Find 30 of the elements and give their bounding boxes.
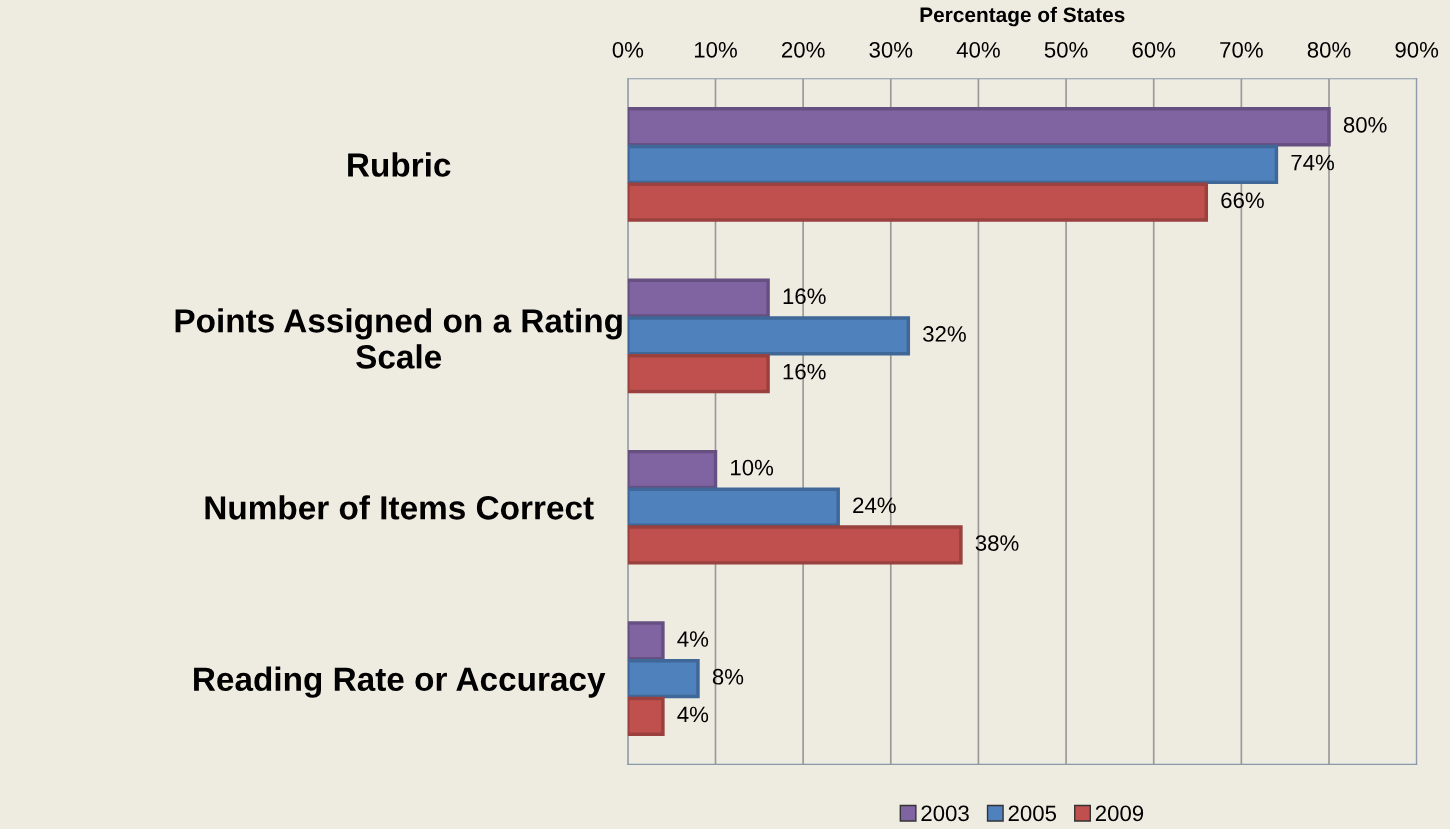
x-tick-label: 10%	[694, 41, 737, 58]
x-tick-label: 80%	[1307, 41, 1351, 58]
data-label: 8%	[712, 668, 744, 685]
x-tick-label: 0%	[612, 41, 644, 58]
y-tick-label: Reading Rate or Accuracy	[194, 666, 606, 698]
data-label: 66%	[1221, 192, 1264, 209]
data-label: 38%	[975, 535, 1019, 551]
x-tick-label: 90%	[1395, 41, 1439, 58]
data-label: 16%	[783, 363, 826, 380]
data-label: 4%	[677, 706, 709, 723]
x-tick-label: 20%	[782, 41, 825, 58]
data-label: 24%	[853, 497, 896, 514]
data-label: 74%	[1291, 154, 1334, 171]
data-label: 32%	[923, 326, 966, 342]
x-tick-label: 60%	[1132, 41, 1176, 58]
data-label: 10%	[731, 459, 774, 476]
y-tick-label: Rubric	[348, 152, 451, 177]
x-tick-label: 40%	[956, 41, 1000, 58]
y-tick-label: Number of Items Correct	[205, 495, 594, 520]
data-label: 4%	[677, 631, 709, 647]
x-tick-label: 30%	[869, 41, 913, 58]
data-label: 80%	[1343, 116, 1387, 133]
data-label: 16%	[783, 288, 826, 305]
x-tick-label: 50%	[1044, 41, 1088, 58]
x-axis-title: Percentage of States	[920, 6, 1125, 27]
legend-label: 2005	[1008, 805, 1057, 822]
legend-label: 2009	[1095, 805, 1144, 822]
legend-label: 2003	[921, 805, 969, 822]
x-tick-label: 70%	[1220, 41, 1263, 58]
y-tick-label: Points Assigned on a Rating Scale	[175, 308, 622, 369]
